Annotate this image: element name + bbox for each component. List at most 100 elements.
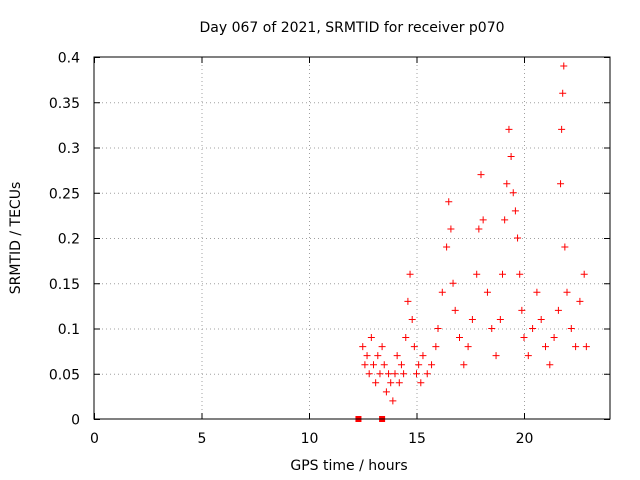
data-point [382,388,390,396]
tick-labels: 0 5 10 15 20 0 0.05 0.1 0.15 0.2 0.25 0.3 0.35 0.4 [49,51,534,448]
data-point [397,361,405,369]
data-point [415,361,423,369]
data-point [533,288,541,296]
data-point [475,225,483,233]
data-point [492,352,500,360]
data-point [464,343,472,351]
data-point [393,352,401,360]
data-point [402,334,410,342]
x-tick-label: 20 [516,431,534,447]
axis-ticks [94,57,610,420]
data-point [451,306,459,314]
data-point [560,62,568,70]
data-point [488,325,496,332]
data-point [447,225,455,233]
data-point [563,288,571,296]
data-point [460,361,468,369]
data-point [434,325,442,332]
data-point [443,243,451,251]
data-point [559,89,567,97]
data-point [417,379,425,387]
data-point [550,334,558,342]
y-tick-label: 0.15 [49,277,80,293]
x-axis-label: GPS time / hours [290,458,407,474]
data-point [582,343,590,351]
data-point [529,325,537,332]
data-point [509,189,517,197]
y-tick-label: 0 [71,413,80,429]
data-point [511,207,519,215]
data-point [389,397,397,405]
data-point [380,361,388,369]
data-point [363,352,371,360]
data-point [456,334,463,342]
data-point [428,361,436,369]
data-point [404,297,412,305]
data-point [496,315,504,323]
data-point [468,315,476,323]
y-tick-label: 0.35 [49,96,80,112]
data-point [365,370,373,378]
data-point [561,243,569,251]
data-point [477,171,485,179]
data-point [499,270,506,278]
data-point [501,216,509,224]
data-point [378,343,386,351]
data-point [361,361,369,369]
data-point [438,288,446,296]
data-point [518,306,526,314]
data-point [419,352,427,360]
data-point [370,361,377,369]
data-point [557,180,565,188]
data-point [537,315,545,323]
data-point [410,343,418,351]
data-point [413,370,420,378]
y-tick-label: 0.4 [58,51,80,67]
data-point [376,370,384,378]
data-point [503,180,511,188]
data-point [449,279,457,287]
y-tick-label: 0.05 [49,367,80,383]
x-tick-label: 5 [198,431,207,447]
data-point [445,198,453,206]
y-tick-label: 0.3 [58,141,80,157]
data-point [473,270,481,278]
y-tick-label: 0.2 [58,232,80,248]
data-point [483,288,491,296]
data-point [374,352,382,360]
data-point [391,370,399,378]
data-point [432,343,440,351]
data-point [423,370,431,378]
data-point [514,234,522,242]
data-point [576,297,584,305]
x-tick-label: 15 [408,431,426,447]
data-point [516,270,524,278]
data-point [385,370,393,378]
data-point [479,216,487,224]
data-point [580,270,588,278]
data-point [572,343,580,351]
y-axis-label: SRMTID / TECUs [8,182,24,295]
data-point [367,334,375,342]
data-point [408,315,416,323]
data-point [542,343,549,351]
data-point [400,370,408,378]
data-point [372,379,380,387]
data-point [558,125,566,133]
data-point [524,352,532,360]
data-point [505,125,513,133]
x-tick-label: 0 [90,431,99,447]
grid [94,57,610,419]
data-point [507,153,515,161]
data-point [567,325,575,332]
data-point [395,379,403,387]
data-point [546,361,554,369]
x-tick-label: 10 [301,431,319,447]
data-point [554,306,562,314]
y-tick-label: 0.25 [49,186,80,202]
y-tick-label: 0.1 [58,322,80,338]
data-point [520,334,528,342]
data-point [406,270,414,278]
